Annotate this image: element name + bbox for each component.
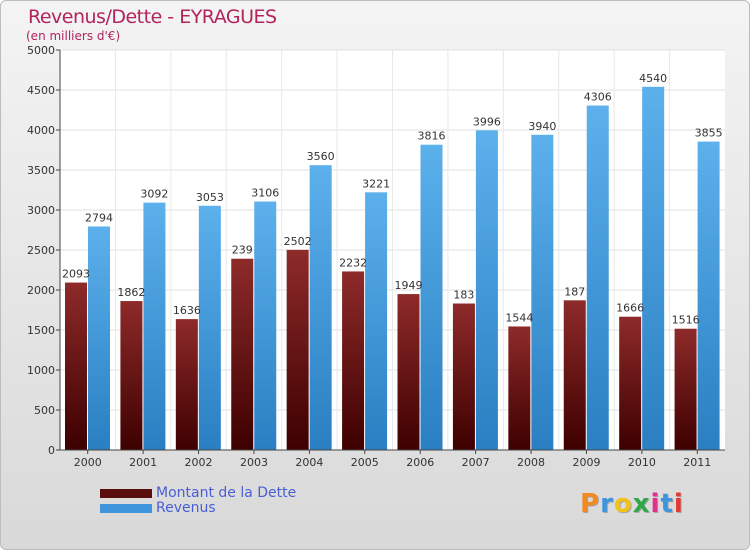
bar-debt-label: 239 (232, 244, 253, 257)
bar-debt (175, 319, 198, 450)
bar-revenus-label: 3816 (418, 130, 446, 143)
bar-debt (563, 300, 586, 450)
bar-debt-label: 1666 (616, 302, 644, 315)
bar-revenus-label: 3940 (528, 120, 556, 133)
bar-debt (231, 258, 254, 450)
proxiti-logo: Proxiti (580, 489, 684, 519)
bar-debt (508, 326, 531, 450)
bar-debt (65, 282, 87, 450)
logo-letter: x (632, 489, 651, 519)
bar-debt (397, 294, 420, 450)
chart-subtitle: (en milliers d'€) (26, 29, 121, 43)
bar-revenus-label: 4306 (584, 91, 612, 104)
bar-debt-label: 1636 (173, 304, 201, 317)
bar-revenus (254, 201, 277, 450)
chart-title: Revenus/Dette - EYRAGUES (28, 6, 277, 28)
x-tick-label: 2009 (572, 456, 600, 469)
bar-debt (286, 249, 309, 450)
x-tick-label: 2005 (351, 456, 379, 469)
bar-revenus-label: 3221 (362, 177, 390, 190)
bar-revenus (88, 226, 110, 450)
bar-revenus (697, 141, 720, 450)
bar-revenus-label: 3092 (140, 188, 168, 201)
y-tick-label: 3000 (27, 204, 55, 217)
x-tick-label: 2011 (683, 456, 711, 469)
bar-revenus (198, 205, 221, 450)
logo-letter: i (673, 489, 684, 519)
x-tick-label: 2007 (462, 456, 490, 469)
y-tick-label: 5000 (27, 44, 55, 57)
y-tick-label: 1000 (27, 364, 55, 377)
bar-revenus-label: 3560 (307, 150, 335, 163)
bar-debt-label: 1516 (672, 314, 700, 327)
bar-debt-label: 2232 (339, 256, 367, 269)
bar-revenus (365, 192, 388, 450)
bar-revenus-label: 3996 (473, 115, 501, 128)
legend-swatch-revenus (100, 504, 152, 513)
bar-debt (452, 303, 475, 450)
x-tick-label: 2006 (406, 456, 434, 469)
y-tick-label: 500 (34, 404, 55, 417)
bar-revenus (475, 130, 498, 450)
bar-revenus-label: 4540 (639, 72, 667, 85)
bar-revenus-label: 2794 (85, 211, 113, 224)
bar-revenus (642, 86, 665, 451)
bar-revenus (309, 165, 332, 450)
x-tick-label: 2001 (129, 456, 157, 469)
bar-debt (120, 301, 143, 450)
y-tick-label: 2500 (27, 244, 55, 257)
x-tick-label: 2002 (185, 456, 213, 469)
bar-debt-label: 2093 (62, 268, 90, 281)
x-tick-label: 2010 (628, 456, 656, 469)
bar-debt-label: 183 (453, 289, 474, 302)
y-tick-label: 4000 (27, 124, 55, 137)
bar-debt-label: 1544 (505, 311, 533, 324)
bar-debt-label: 1949 (395, 279, 423, 292)
logo-letter: o (613, 489, 633, 519)
x-tick-label: 2000 (74, 456, 102, 469)
bar-debt (342, 271, 365, 450)
bar-revenus-label: 3855 (695, 127, 723, 140)
bar-debt-label: 187 (564, 285, 585, 298)
legend-label-debt: Montant de la Dette (156, 485, 297, 501)
legend-label-revenus: Revenus (156, 500, 216, 516)
logo-letter: t (660, 489, 674, 519)
logo-letter: P (580, 489, 601, 519)
bar-revenus (420, 144, 443, 450)
bar-revenus (586, 105, 609, 451)
x-tick-label: 2004 (295, 456, 323, 469)
y-tick-label: 1500 (27, 324, 55, 337)
bar-debt (619, 316, 642, 450)
logo-letter: r (600, 489, 614, 519)
x-tick-label: 2008 (517, 456, 545, 469)
logo-letter: i (650, 489, 661, 519)
bar-revenus-label: 3106 (251, 187, 279, 200)
legend-swatch-debt (100, 489, 152, 498)
bar-revenus (531, 134, 554, 451)
bar-debt (674, 328, 697, 450)
bar-revenus-label: 3053 (196, 191, 224, 204)
bar-revenus (143, 202, 166, 450)
x-tick-label: 2003 (240, 456, 268, 469)
y-tick-label: 0 (48, 444, 55, 457)
bar-debt-label: 1862 (117, 286, 145, 299)
bar-debt-label: 2502 (284, 235, 312, 248)
y-tick-label: 3500 (27, 164, 55, 177)
y-tick-label: 4500 (27, 84, 55, 97)
y-tick-label: 2000 (27, 284, 55, 297)
